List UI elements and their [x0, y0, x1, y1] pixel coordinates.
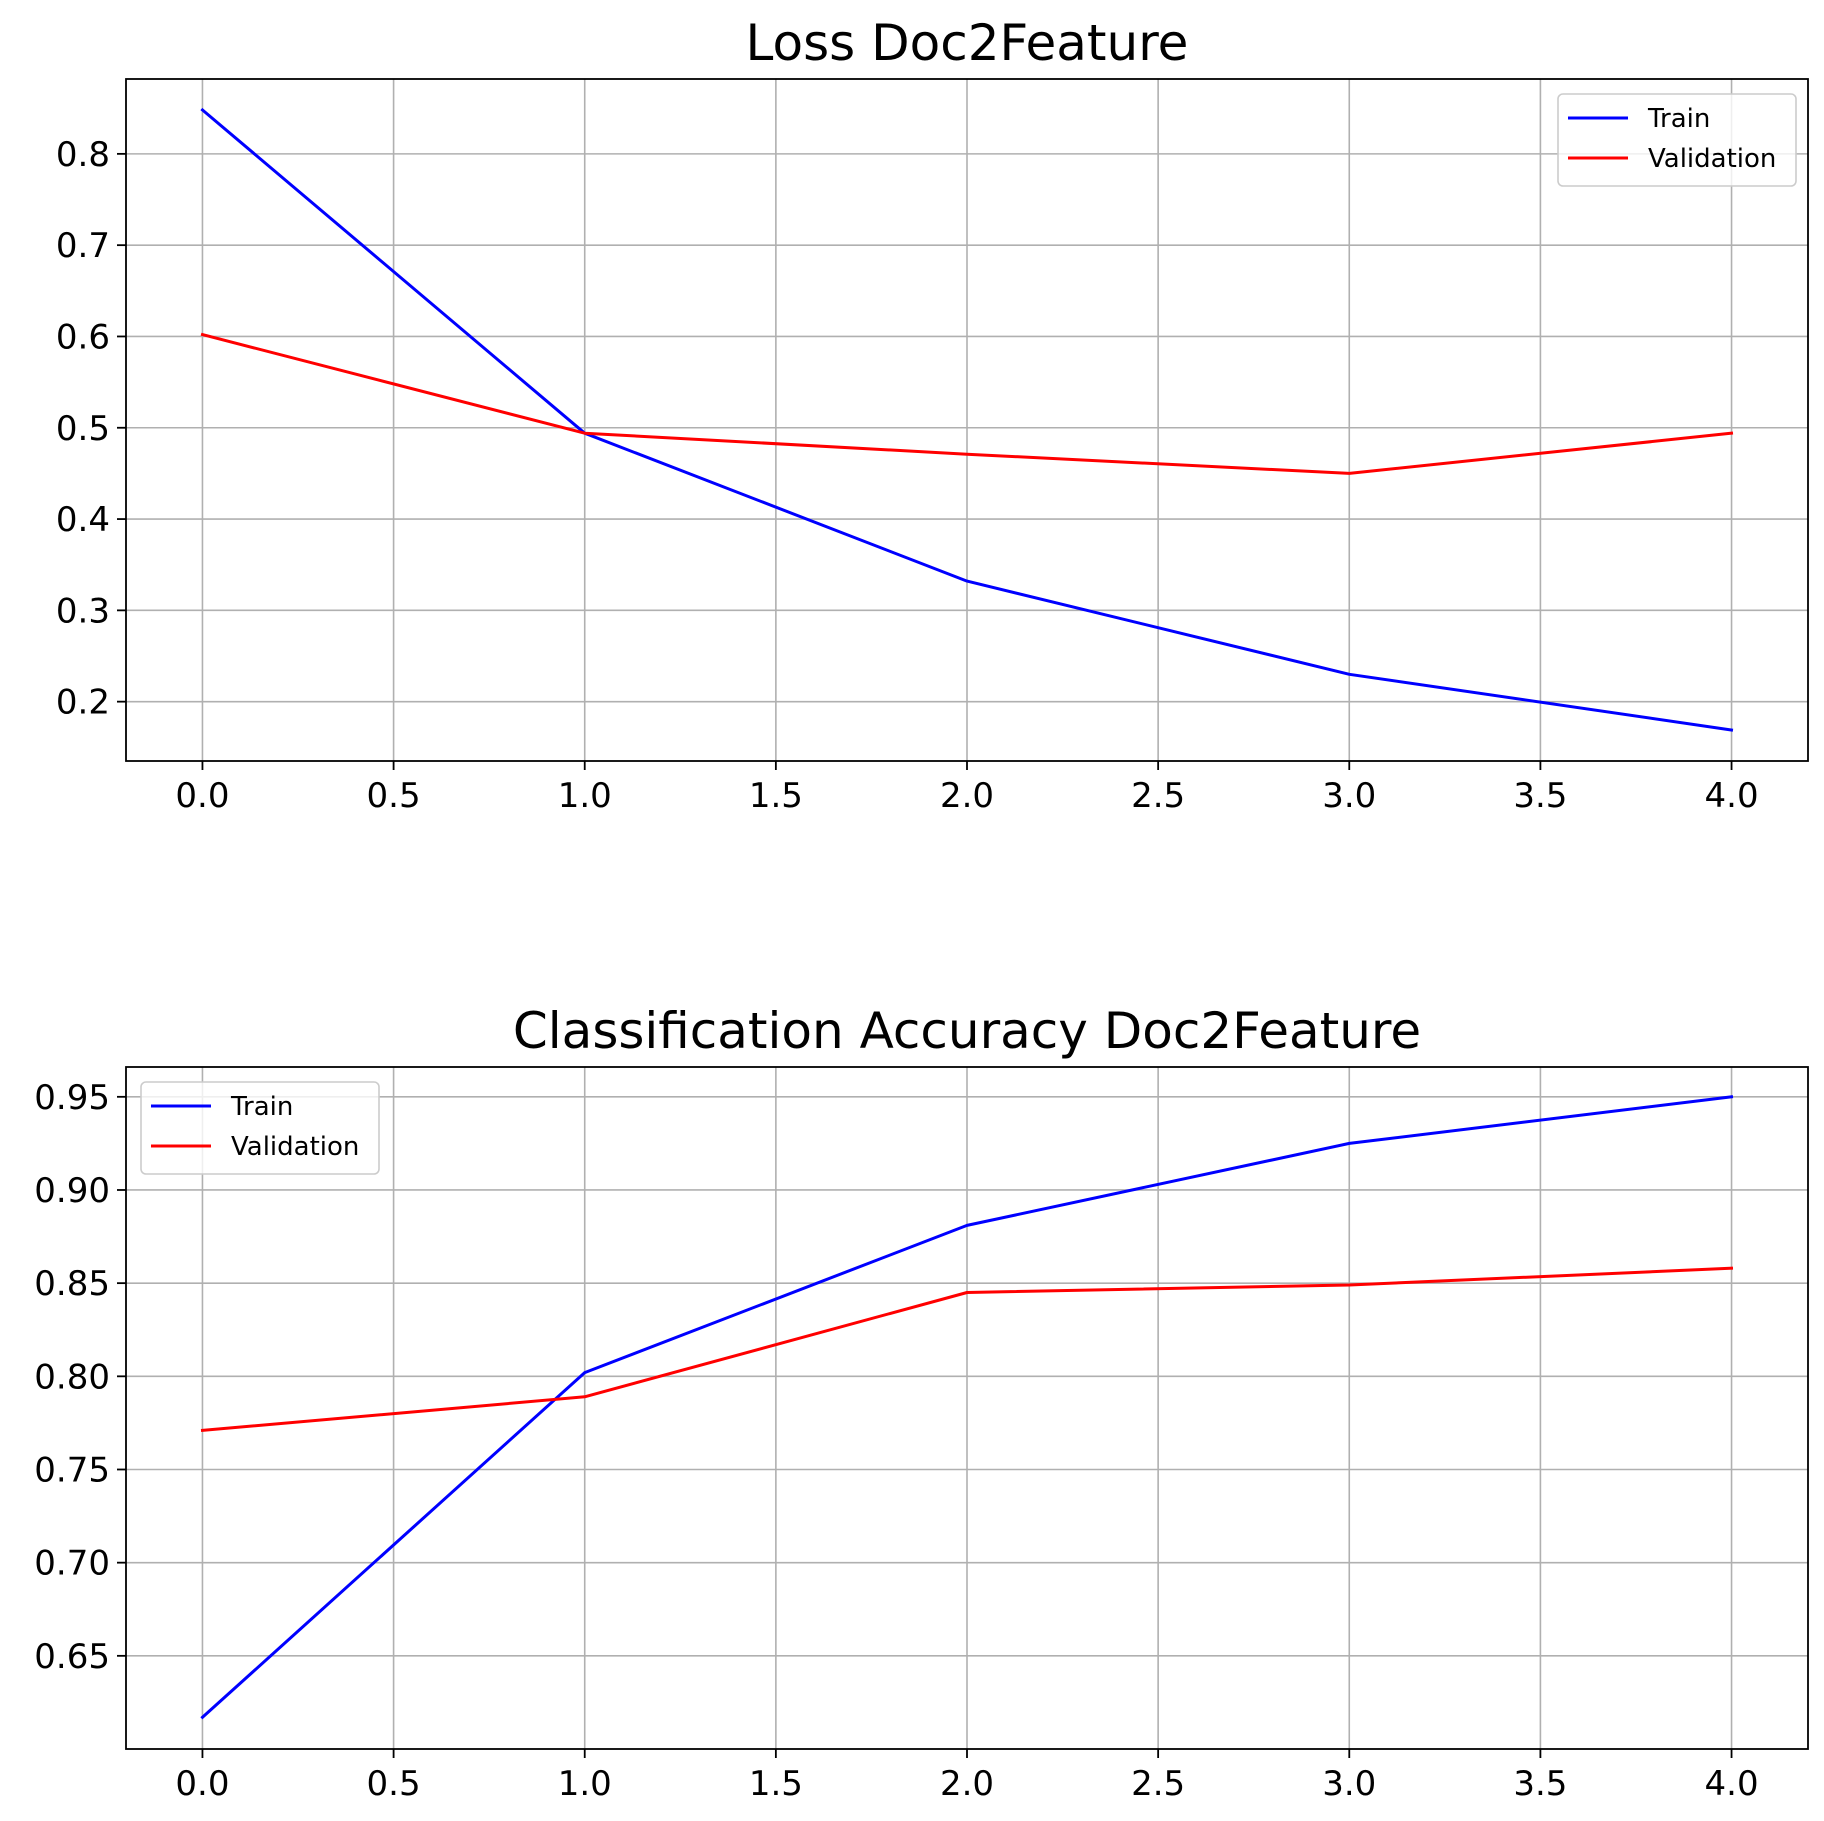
- y-tick-label: 0.3: [56, 591, 110, 631]
- axis-ticks: 0.0 0.5 1.0 1.5 2.0 2.5 3.0 3.5 4.0 0.2 0.3 0.4 0.5 0…: [56, 135, 1759, 816]
- grid: [126, 1067, 1808, 1749]
- x-tick-label: 1.5: [749, 1764, 803, 1804]
- legend: Train Validation: [140, 1081, 380, 1175]
- chart-title: Loss Doc2Feature: [746, 14, 1189, 72]
- x-tick-label: 0.5: [367, 776, 421, 816]
- x-tick-label: 2.5: [1131, 1764, 1185, 1804]
- y-tick-label: 0.80: [34, 1357, 110, 1397]
- y-tick-label: 0.95: [34, 1078, 110, 1118]
- x-tick-label: 0.0: [175, 776, 229, 816]
- x-tick-label: 4.0: [1705, 776, 1759, 816]
- x-tick-label: 1.0: [558, 776, 612, 816]
- accuracy-chart: Classification Accuracy Doc2Feature 0.0 0…: [34, 1002, 1809, 1804]
- chart-title: Classification Accuracy Doc2Feature: [513, 1002, 1421, 1060]
- y-tick-label: 0.6: [56, 317, 110, 357]
- y-tick-label: 0.85: [34, 1264, 110, 1304]
- y-tick-label: 0.2: [56, 683, 110, 723]
- x-tick-label: 3.5: [1513, 1764, 1567, 1804]
- series-line-train: [200, 107, 1734, 732]
- plot-lines: [200, 107, 1734, 732]
- x-tick-label: 2.5: [1131, 776, 1185, 816]
- x-tick-label: 4.0: [1705, 1764, 1759, 1804]
- legend-label-train: Train: [1647, 104, 1710, 134]
- y-tick-label: 0.70: [34, 1544, 110, 1584]
- series-line-train: [200, 1095, 1734, 1720]
- legend-label-validation: Validation: [1648, 144, 1776, 174]
- series-line-validation: [200, 1266, 1734, 1433]
- y-tick-label: 0.5: [56, 409, 110, 449]
- x-tick-label: 3.0: [1322, 1764, 1376, 1804]
- x-tick-label: 2.0: [940, 1764, 994, 1804]
- y-tick-label: 0.90: [34, 1171, 110, 1211]
- x-tick-label: 2.0: [940, 776, 994, 816]
- x-tick-label: 3.0: [1322, 776, 1376, 816]
- plot-lines: [200, 1095, 1734, 1720]
- x-tick-label: 0.5: [367, 1764, 421, 1804]
- y-tick-label: 0.65: [34, 1637, 110, 1677]
- legend-label-validation: Validation: [231, 1132, 359, 1162]
- loss-chart: Loss Doc2Feature 0.0 0.5 1.0 1.5 2.0 2.5 3.0 3.…: [56, 14, 1809, 816]
- y-tick-label: 0.4: [56, 500, 110, 540]
- y-tick-label: 0.8: [56, 135, 110, 175]
- series-line-validation: [200, 332, 1734, 475]
- x-tick-label: 1.5: [749, 776, 803, 816]
- axis-ticks: 0.0 0.5 1.0 1.5 2.0 2.5 3.0 3.5 4.0 0.65 0.70 0.75 0…: [34, 1078, 1758, 1804]
- y-tick-label: 0.7: [56, 226, 110, 266]
- y-tick-label: 0.75: [34, 1450, 110, 1490]
- legend-label-train: Train: [230, 1092, 293, 1122]
- legend: Train Validation: [1557, 93, 1797, 187]
- x-tick-label: 3.5: [1513, 776, 1567, 816]
- x-tick-label: 1.0: [558, 1764, 612, 1804]
- x-tick-label: 0.0: [175, 1764, 229, 1804]
